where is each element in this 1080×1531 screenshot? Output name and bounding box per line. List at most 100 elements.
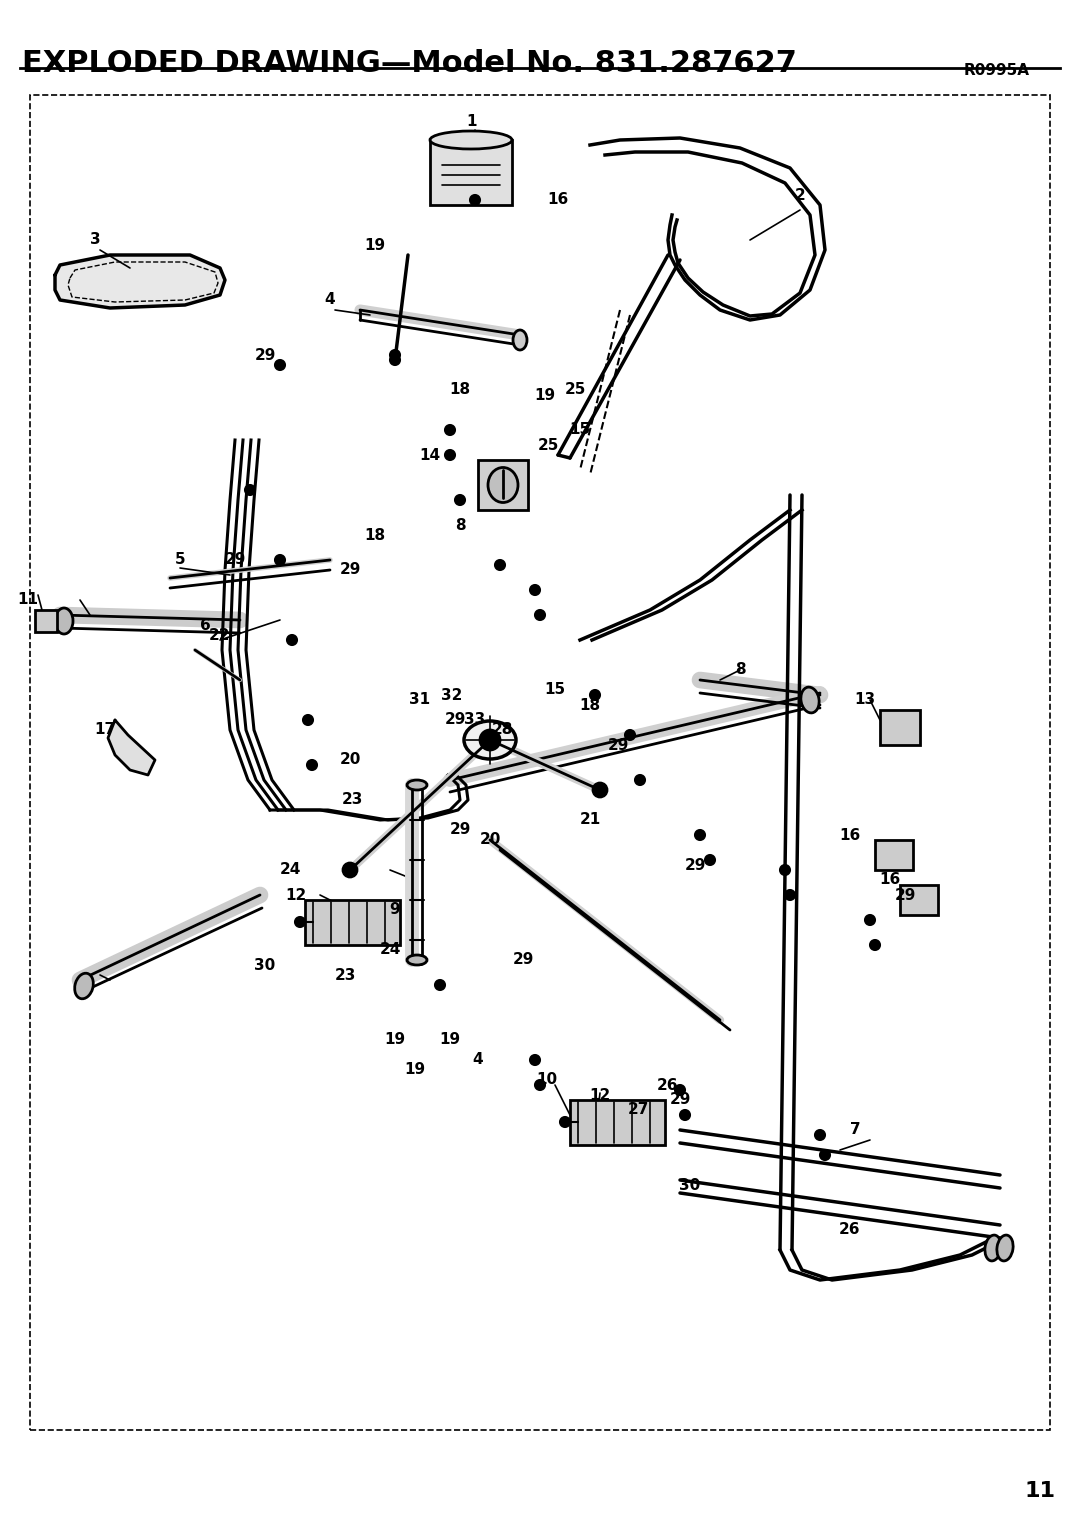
Bar (880, 710, 920, 746)
Ellipse shape (430, 132, 512, 149)
Circle shape (820, 1150, 831, 1160)
Text: 3: 3 (90, 233, 100, 248)
Circle shape (275, 360, 285, 371)
Ellipse shape (801, 687, 819, 713)
Text: 19: 19 (404, 1063, 426, 1078)
Bar (875, 841, 913, 870)
Text: 29: 29 (670, 1093, 691, 1107)
Ellipse shape (488, 467, 518, 502)
Circle shape (675, 1085, 685, 1095)
Text: 31: 31 (409, 692, 431, 707)
Circle shape (561, 1118, 570, 1127)
Text: 14: 14 (419, 447, 441, 462)
Text: 25: 25 (538, 438, 558, 453)
Circle shape (390, 355, 400, 364)
Circle shape (590, 690, 600, 700)
Bar (305, 900, 400, 945)
Circle shape (415, 955, 426, 965)
Text: 4: 4 (473, 1052, 484, 1067)
Text: 19: 19 (440, 1032, 460, 1047)
Ellipse shape (997, 1236, 1013, 1262)
Text: 19: 19 (535, 387, 555, 403)
Text: 18: 18 (580, 698, 600, 712)
Circle shape (680, 1110, 690, 1121)
Text: 29: 29 (607, 738, 629, 753)
Ellipse shape (513, 331, 527, 351)
Text: 22: 22 (210, 628, 231, 643)
Text: 16: 16 (879, 873, 901, 888)
Text: 1: 1 (467, 115, 477, 130)
Text: 30: 30 (679, 1177, 701, 1193)
Text: 19: 19 (384, 1032, 406, 1047)
Polygon shape (108, 720, 156, 775)
Text: 20: 20 (339, 753, 361, 767)
Ellipse shape (464, 721, 516, 759)
Circle shape (307, 759, 318, 770)
Text: 24: 24 (379, 943, 401, 957)
Text: 16: 16 (839, 827, 861, 842)
Text: 18: 18 (449, 383, 471, 398)
Text: 13: 13 (854, 692, 876, 707)
Text: 29: 29 (894, 888, 916, 902)
Text: 30: 30 (255, 957, 275, 972)
Text: 18: 18 (364, 528, 386, 542)
Circle shape (445, 450, 455, 459)
Text: 27: 27 (627, 1102, 649, 1118)
Circle shape (303, 715, 313, 726)
Circle shape (865, 916, 875, 925)
Ellipse shape (407, 779, 427, 790)
Circle shape (593, 782, 607, 798)
Text: 29: 29 (254, 348, 275, 363)
Text: 26: 26 (658, 1078, 678, 1093)
Text: 25: 25 (565, 383, 585, 398)
Bar (430, 139, 512, 205)
Text: 5: 5 (175, 553, 186, 568)
Text: 32: 32 (442, 687, 462, 703)
Bar (570, 1099, 665, 1145)
Text: 11: 11 (17, 592, 39, 608)
Text: 15: 15 (569, 423, 591, 438)
Circle shape (705, 854, 715, 865)
Polygon shape (55, 256, 225, 308)
Bar (30, 95, 1050, 1430)
Circle shape (495, 560, 505, 570)
Ellipse shape (55, 608, 73, 634)
Text: 10: 10 (537, 1073, 557, 1087)
Text: 12: 12 (285, 888, 307, 902)
Text: 7: 7 (850, 1122, 861, 1138)
Text: 23: 23 (335, 968, 355, 983)
Text: 29: 29 (444, 712, 465, 727)
Bar (35, 609, 57, 632)
Text: 15: 15 (544, 683, 566, 698)
Circle shape (390, 351, 400, 360)
Text: 8: 8 (455, 517, 465, 533)
Circle shape (295, 917, 305, 926)
Text: 29: 29 (339, 562, 361, 577)
Circle shape (780, 865, 789, 876)
Circle shape (535, 1079, 545, 1090)
Circle shape (275, 556, 285, 565)
Ellipse shape (407, 955, 427, 965)
Text: 29: 29 (225, 553, 245, 568)
Circle shape (625, 730, 635, 739)
Circle shape (455, 495, 465, 505)
Text: 2: 2 (795, 187, 806, 202)
Circle shape (445, 426, 455, 435)
Circle shape (343, 863, 357, 877)
Circle shape (635, 775, 645, 785)
Text: 16: 16 (548, 193, 569, 208)
Text: 4: 4 (325, 292, 335, 308)
Text: 23: 23 (341, 793, 363, 807)
Text: 29: 29 (685, 857, 705, 873)
Ellipse shape (75, 974, 93, 998)
Text: 11: 11 (1025, 1480, 1055, 1500)
Circle shape (435, 980, 445, 991)
Ellipse shape (985, 1236, 1001, 1262)
Text: 26: 26 (839, 1222, 861, 1237)
Text: 6: 6 (200, 617, 211, 632)
Circle shape (480, 730, 500, 750)
Text: 19: 19 (364, 237, 386, 253)
Circle shape (696, 830, 705, 841)
Circle shape (245, 485, 255, 495)
Circle shape (530, 585, 540, 596)
